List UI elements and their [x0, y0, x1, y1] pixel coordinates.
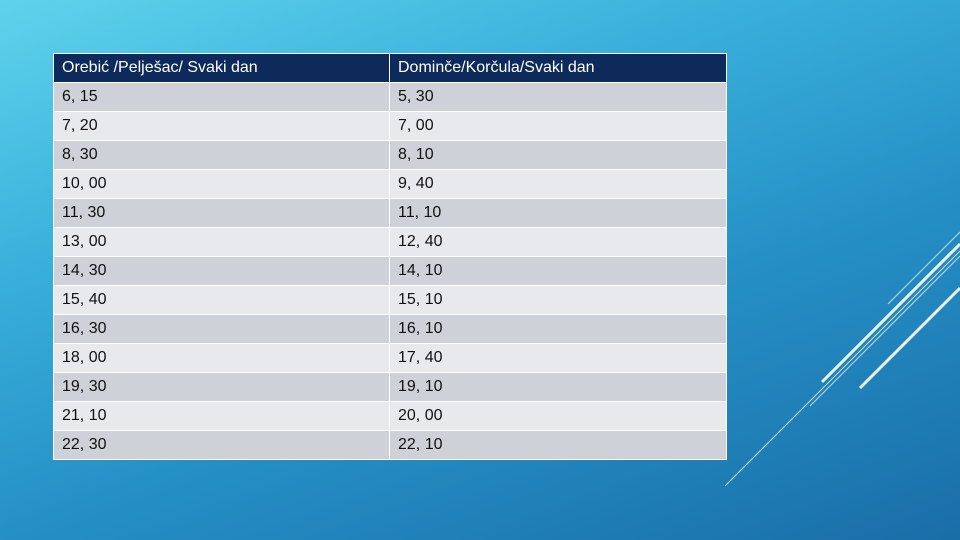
table-row: 18, 00 17, 40 [53, 343, 727, 373]
table-row: 7, 20 7, 00 [53, 111, 727, 141]
table-cell: 14, 30 [53, 256, 390, 286]
table-cell: 21, 10 [53, 401, 390, 431]
table-cell: 11, 30 [53, 198, 390, 228]
column-header-dominče: Dominče/Korčula/Svaki dan [389, 53, 727, 83]
table-cell: 7, 20 [53, 111, 390, 141]
table-cell: 12, 40 [389, 227, 727, 257]
table-row: 13, 00 12, 40 [53, 227, 727, 257]
table-cell: 15, 40 [53, 285, 390, 315]
table-cell: 10, 00 [53, 169, 390, 199]
table-row: 8, 30 8, 10 [53, 140, 727, 170]
table-cell: 18, 00 [53, 343, 390, 373]
table-row: 22, 30 22, 10 [53, 430, 727, 460]
table-row: 21, 10 20, 00 [53, 401, 727, 431]
table-row: 19, 30 19, 10 [53, 372, 727, 402]
table-cell: 17, 40 [389, 343, 727, 373]
table-cell: 9, 40 [389, 169, 727, 199]
table-row: 11, 30 11, 10 [53, 198, 727, 228]
table-cell: 16, 10 [389, 314, 727, 344]
table-cell: 22, 30 [53, 430, 390, 460]
table-cell: 6, 15 [53, 82, 390, 112]
table-row: 16, 30 16, 10 [53, 314, 727, 344]
table-header-row: Orebić /Pelješac/ Svaki dan Dominče/Korč… [53, 53, 727, 83]
table-row: 14, 30 14, 10 [53, 256, 727, 286]
column-header-orebic: Orebić /Pelješac/ Svaki dan [53, 53, 390, 83]
table-cell: 19, 10 [389, 372, 727, 402]
table-row: 6, 15 5, 30 [53, 82, 727, 112]
table-cell: 15, 10 [389, 285, 727, 315]
table-cell: 7, 00 [389, 111, 727, 141]
table-cell: 5, 30 [389, 82, 727, 112]
table-cell: 13, 00 [53, 227, 390, 257]
table-cell: 8, 10 [389, 140, 727, 170]
table-row: 15, 40 15, 10 [53, 285, 727, 315]
table-cell: 16, 30 [53, 314, 390, 344]
table-row: 10, 00 9, 40 [53, 169, 727, 199]
table-cell: 14, 10 [389, 256, 727, 286]
ferry-timetable: Orebić /Pelješac/ Svaki dan Dominče/Korč… [53, 53, 727, 460]
table-cell: 20, 00 [389, 401, 727, 431]
table-cell: 8, 30 [53, 140, 390, 170]
table-cell: 22, 10 [389, 430, 727, 460]
table-cell: 19, 30 [53, 372, 390, 402]
table-cell: 11, 10 [389, 198, 727, 228]
